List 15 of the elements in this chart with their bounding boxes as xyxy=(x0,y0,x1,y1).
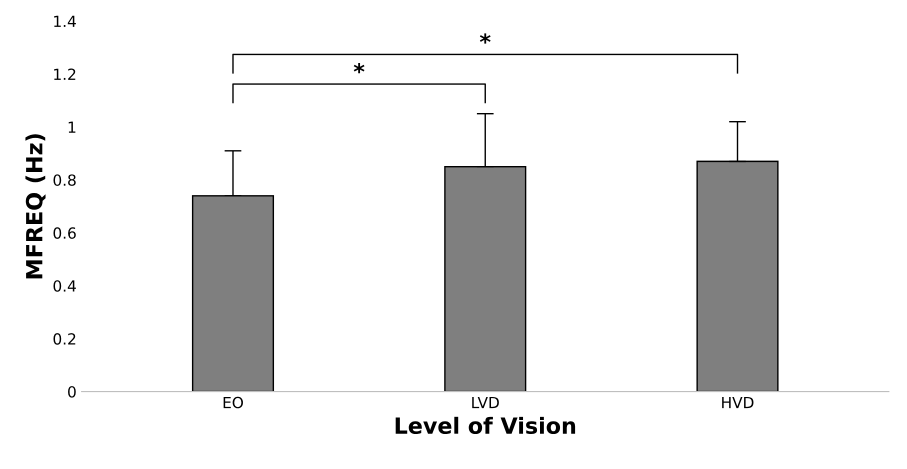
y-tick-label: 0 xyxy=(68,386,76,398)
x-tick-label: HVD xyxy=(722,396,754,408)
y-tick-label: 1.4 xyxy=(54,16,76,27)
annotation: * xyxy=(354,62,364,74)
x-axis-title: Level of Vision xyxy=(396,416,576,434)
x-tick-label: EO xyxy=(224,396,243,408)
y-tick-label: 0.4 xyxy=(53,280,76,292)
y-tick-label: 0.6 xyxy=(53,227,76,239)
annotation: * xyxy=(480,33,491,44)
y-axis-title: MFREQ (Hz) xyxy=(25,134,46,278)
y-tick-label: 0.8 xyxy=(53,174,76,186)
y-tick-label: 1 xyxy=(68,122,76,133)
x-tick-label: LVD xyxy=(472,396,499,408)
y-tick-label: 1.2 xyxy=(54,68,76,80)
y-tick-label: 0.2 xyxy=(53,333,76,345)
